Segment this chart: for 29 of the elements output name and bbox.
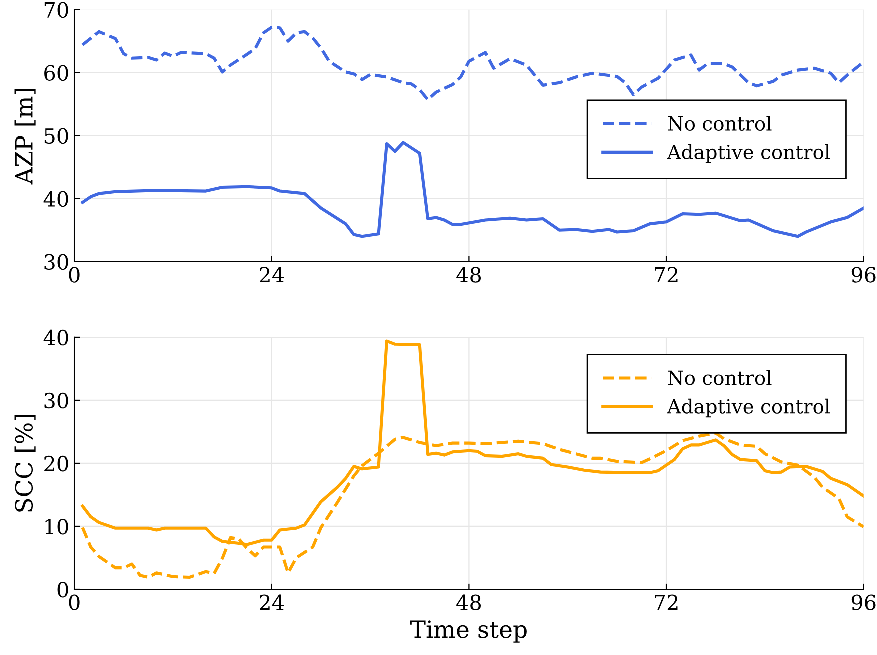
y-tick-label: 40 [44,330,68,346]
x-tick-label: 72 [655,267,678,283]
x-tick-label: 24 [260,267,284,283]
legend-label: Adaptive control [667,144,830,164]
x-tick-label: 96 [852,594,876,610]
x-axis-title: Time step [410,620,527,643]
x-tick-label: 24 [260,594,284,610]
x-tick-label: 48 [456,267,482,283]
x-tick-label: 0 [69,267,80,283]
y-tick-label: 60 [44,65,68,82]
x-tick-label: 96 [852,267,876,283]
x-tick-label: 0 [69,594,80,610]
line-series [81,26,864,102]
y-tick-label: 50 [44,128,68,144]
y-tick-label: 30 [44,254,68,270]
x-tick-label: 72 [655,594,678,610]
y-axis-title: AZP [m] [14,89,36,185]
y-tick-label: 0 [58,582,68,598]
x-tick-label: 48 [456,594,482,610]
y-tick-label: 70 [44,2,68,18]
legend-label: Adaptive control [667,398,830,418]
legend-label: No control [668,370,772,386]
y-tick-label: 10 [46,518,68,535]
legend-label: No control [668,116,772,131]
y-tick-label: 30 [44,392,68,409]
y-tick-label: 20 [44,456,68,472]
y-tick-label: 40 [44,191,68,208]
line-series [81,141,864,238]
y-axis-title: SCC [%] [14,415,36,512]
